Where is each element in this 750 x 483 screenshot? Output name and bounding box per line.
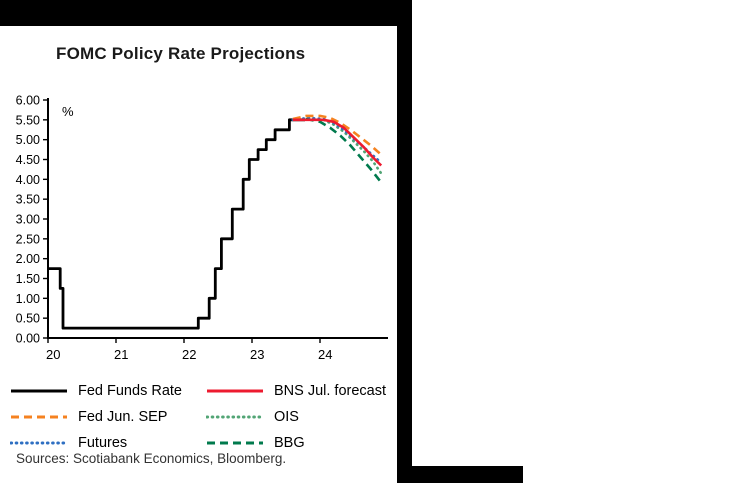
legend-swatch-fed-funds-rate <box>11 389 67 393</box>
svg-text:20: 20 <box>46 347 60 362</box>
legend-swatch-bbg <box>207 441 263 445</box>
svg-text:0.00: 0.00 <box>16 332 40 346</box>
legend-label-fed-jun-sep: Fed Jun. SEP <box>78 409 168 425</box>
legend-swatch-bns-jul-forecast <box>207 389 263 393</box>
legend-swatch-futures <box>10 441 68 445</box>
legend-item-ois: OIS <box>206 404 386 430</box>
svg-text:5.50: 5.50 <box>16 113 40 127</box>
legend-column: BNS Jul. forecast OIS BBG <box>206 378 386 456</box>
right-black-divider-bar <box>397 0 412 474</box>
legend-column: Fed Funds Rate Fed Jun. SEP Futures <box>10 378 206 456</box>
svg-text:21: 21 <box>114 347 128 362</box>
legend-item-bns-jul-forecast: BNS Jul. forecast <box>206 378 386 404</box>
legend-item-fed-funds-rate: Fed Funds Rate <box>10 378 206 404</box>
svg-text:4.50: 4.50 <box>16 153 40 167</box>
svg-text:6.00: 6.00 <box>16 94 40 108</box>
svg-text:3.00: 3.00 <box>16 213 40 227</box>
chart-title: FOMC Policy Rate Projections <box>56 44 306 63</box>
svg-text:2.00: 2.00 <box>16 252 40 266</box>
svg-text:23: 23 <box>250 347 264 362</box>
svg-text:5.00: 5.00 <box>16 133 40 147</box>
legend-label-bbg: BBG <box>274 435 305 451</box>
svg-text:%: % <box>62 104 74 119</box>
legend-label-fed-funds-rate: Fed Funds Rate <box>78 383 182 399</box>
legend-item-bbg: BBG <box>206 430 386 456</box>
legend-label-bns-jul-forecast: BNS Jul. forecast <box>274 383 387 399</box>
chart-panel: FOMC Policy Rate Projections 0.00 0.50 1.0… <box>0 35 397 483</box>
legend-label-ois: OIS <box>274 409 299 425</box>
svg-text:1.00: 1.00 <box>16 292 40 306</box>
legend-item-futures: Futures <box>10 430 206 456</box>
legend-swatch-fed-jun-sep <box>11 415 67 419</box>
svg-text:2.50: 2.50 <box>16 232 40 246</box>
bottom-black-bar <box>397 466 523 483</box>
legend-item-fed-jun-sep: Fed Jun. SEP <box>10 404 206 430</box>
svg-text:24: 24 <box>318 347 332 362</box>
legend-swatch-ois <box>206 415 264 419</box>
svg-text:22: 22 <box>182 347 196 362</box>
top-black-bar <box>0 0 412 26</box>
svg-text:0.50: 0.50 <box>16 312 40 326</box>
rate-chart: 0.00 0.50 1.00 1.50 2.00 2.50 3.00 3.50 4.00 4.50… <box>16 94 388 362</box>
svg-text:1.50: 1.50 <box>16 272 40 286</box>
svg-text:4.00: 4.00 <box>16 173 40 187</box>
legend-label-futures: Futures <box>78 435 128 451</box>
svg-text:3.50: 3.50 <box>16 193 40 207</box>
sources-note: Sources: Scotiabank Economics, Bloomberg… <box>16 451 287 466</box>
legend: Fed Funds Rate Fed Jun. SEP Futures BNS Jul… <box>10 378 386 456</box>
